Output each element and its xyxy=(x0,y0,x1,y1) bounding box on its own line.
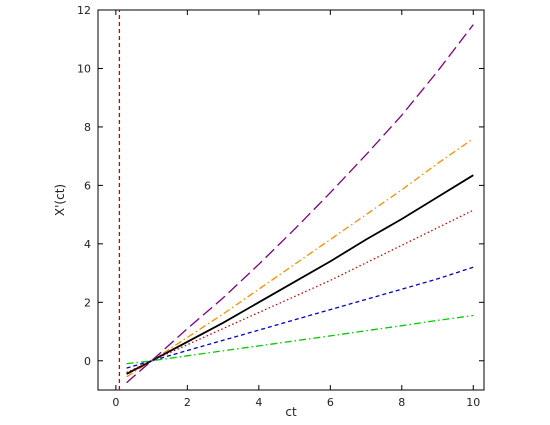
y-tick-label: 12 xyxy=(77,4,91,17)
y-axis-label: X'(ct) xyxy=(53,184,67,216)
x-tick-label: 8 xyxy=(398,396,405,409)
x-tick-label: 6 xyxy=(327,396,334,409)
series-line-6 xyxy=(126,314,474,365)
x-tick-label: 0 xyxy=(112,396,119,409)
x-tick-label: 2 xyxy=(184,396,191,409)
series-line-3 xyxy=(126,174,474,375)
y-tick-label: 2 xyxy=(84,296,91,309)
y-tick-label: 8 xyxy=(84,121,91,134)
x-axis-label: ct xyxy=(285,405,297,419)
axis-ticks: 0 2 4 6 8 10 0 2 4 6 8 10 12 xyxy=(77,4,484,409)
plot-frame xyxy=(97,9,485,391)
x-tick-label: 4 xyxy=(255,396,262,409)
series-layer xyxy=(118,10,474,390)
y-tick-label: 6 xyxy=(84,179,91,192)
series-line-1 xyxy=(126,24,474,384)
y-tick-label: 10 xyxy=(77,62,91,75)
y-tick-label: 0 xyxy=(84,355,91,368)
series-line-5 xyxy=(126,266,474,369)
series-line-4 xyxy=(126,209,474,374)
x-tick-label: 10 xyxy=(466,396,480,409)
series-line-2 xyxy=(126,138,474,378)
y-tick-label: 4 xyxy=(84,238,91,251)
